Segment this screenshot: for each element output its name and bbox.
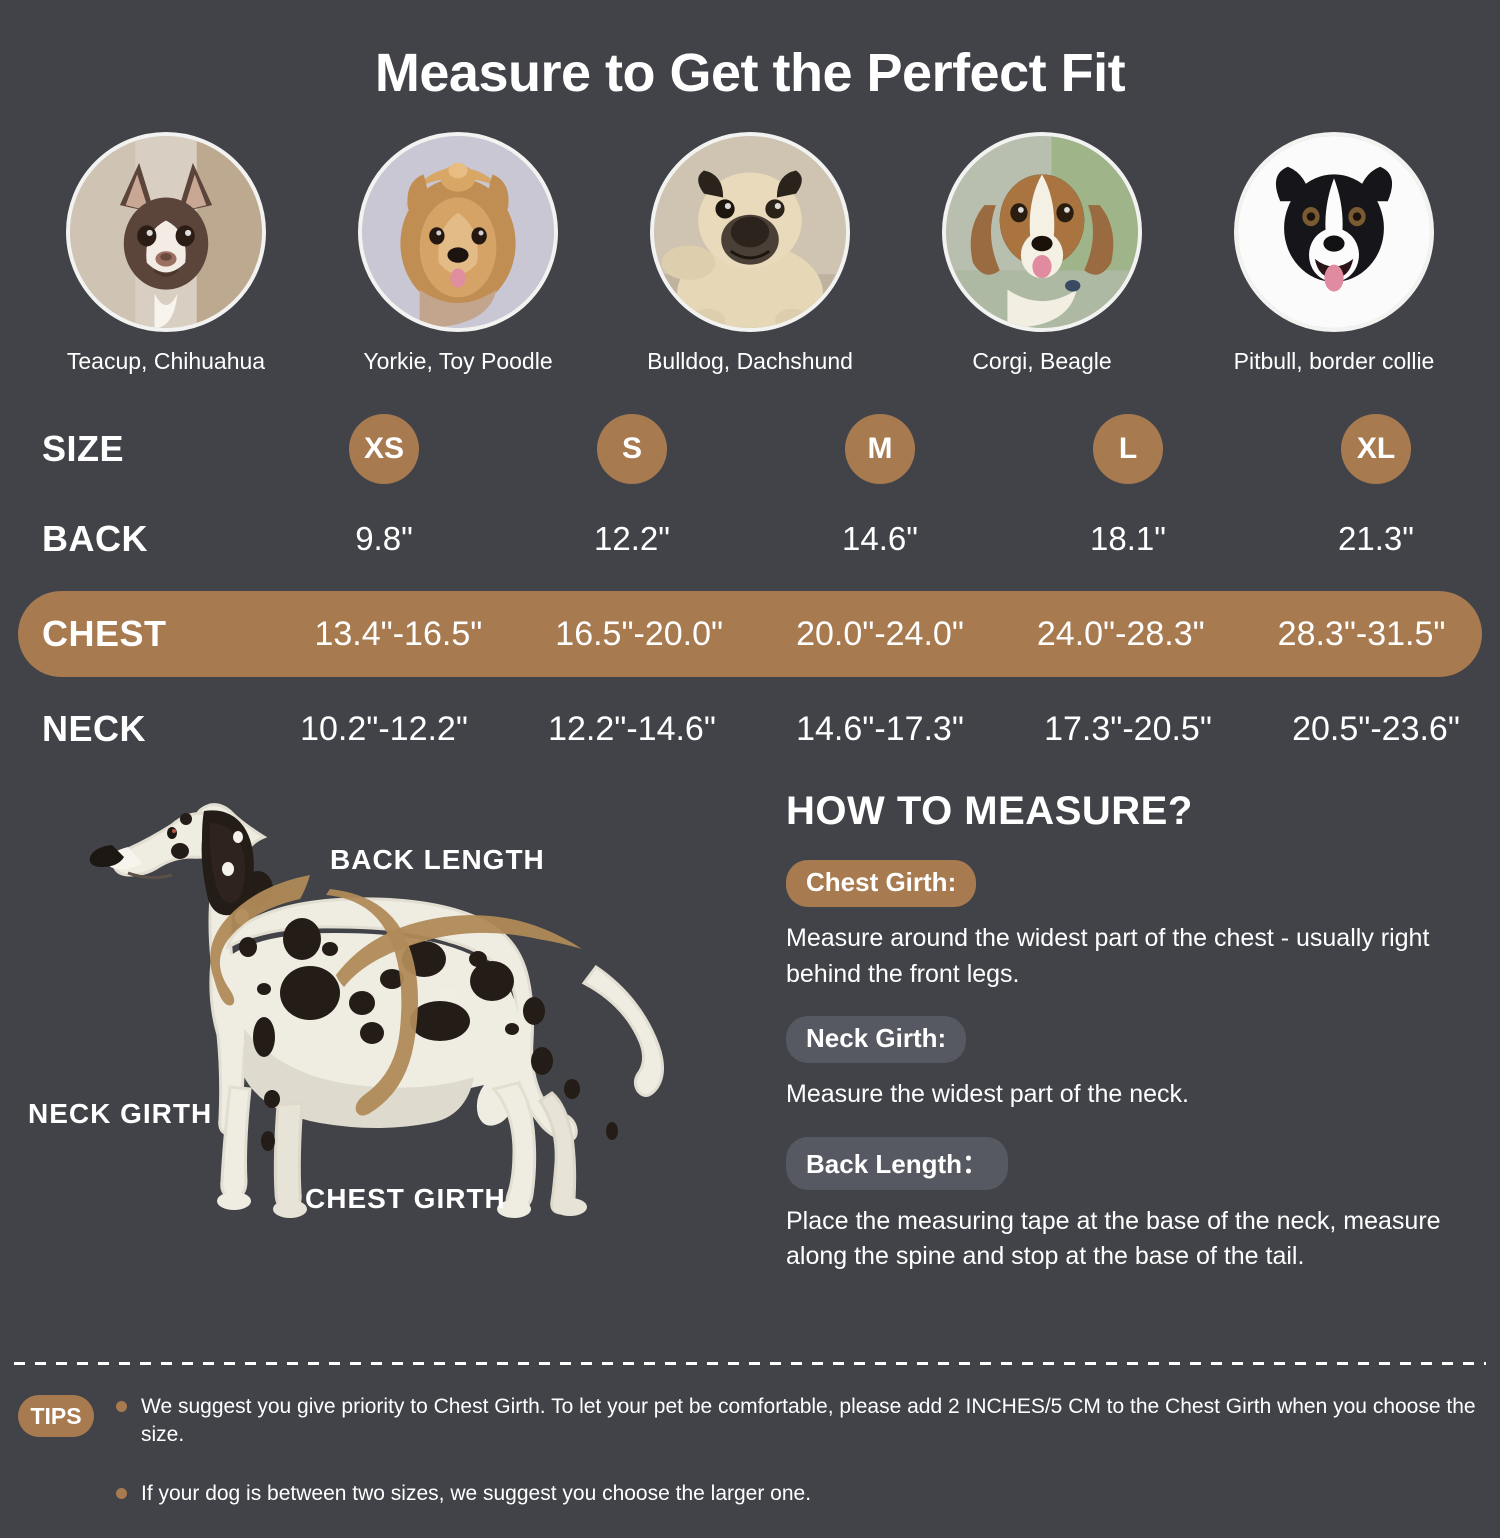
back-value: 9.8": [355, 520, 413, 557]
tips-list: We suggest you give priority to Chest Gi…: [94, 1393, 1482, 1538]
size-badge-xl: XL: [1341, 414, 1411, 484]
size-badge-m: M: [845, 414, 915, 484]
breed-column: Pitbull, border collie: [1188, 132, 1480, 375]
border-collie-photo: [1234, 132, 1434, 332]
bullet-dot-icon: [116, 1487, 127, 1499]
chest-value: 24.0"-28.3": [1036, 614, 1205, 653]
size-badge-xs: XS: [349, 414, 419, 484]
dog-measurement-diagram: BACK LENGTH: [0, 789, 770, 1219]
breed-photo-row: Teacup, Chihuahua: [0, 132, 1500, 375]
yorkie-photo: [358, 132, 558, 332]
back-length-body: Place the measuring tape at the base of …: [786, 1206, 1441, 1271]
page-title: Measure to Get the Perfect Fit: [374, 43, 1126, 103]
row-label-chest: CHEST: [42, 613, 167, 654]
back-value: 21.3": [1338, 520, 1414, 557]
tip-item: If your dog is between two sizes, we sug…: [116, 1480, 1482, 1508]
tips-badge: TIPS: [18, 1395, 94, 1437]
row-label-neck: NECK: [42, 708, 147, 749]
neck-value: 10.2"-12.2": [300, 709, 468, 748]
size-cell: XL: [1252, 414, 1500, 484]
beagle-photo: [942, 132, 1142, 332]
table-row-back: BACK 9.8" 12.2" 14.6" 18.1" 21.3": [0, 497, 1500, 581]
size-cell: S: [508, 414, 756, 484]
neck-girth-pill: Neck Girth:: [786, 1016, 967, 1063]
neck-value: 17.3"-20.5": [1044, 709, 1212, 748]
size-cell: XS: [260, 414, 508, 484]
breed-column: Corgi, Beagle: [896, 132, 1188, 375]
chest-girth-body: Measure around the widest part of the ch…: [786, 924, 1430, 988]
size-cell: L: [1004, 414, 1252, 484]
chest-girth-pill: Chest Girth:: [786, 860, 977, 907]
dashed-divider: [14, 1362, 1486, 1365]
neck-value: 14.6"-17.3": [796, 709, 964, 748]
row-label-back: BACK: [42, 518, 148, 559]
back-value: 18.1": [1090, 520, 1166, 557]
size-chart-table: SIZE XS S M L XL BACK 9.8" 12.2" 14.6" 1…: [0, 401, 1500, 771]
howto-block-neck: Neck Girth: Measure the widest part of t…: [786, 1016, 1460, 1113]
chest-value: 13.4"-16.5": [314, 614, 483, 653]
how-to-measure-title: HOW TO MEASURE?: [786, 789, 1193, 833]
size-badge-l: L: [1093, 414, 1163, 484]
how-to-measure-panel: HOW TO MEASURE? Chest Girth: Measure aro…: [770, 789, 1500, 1299]
neck-value: 20.5"-23.6": [1292, 709, 1460, 748]
neck-girth-body: Measure the widest part of the neck.: [786, 1080, 1189, 1108]
back-value: 12.2": [594, 520, 670, 557]
chihuahua-photo: [66, 132, 266, 332]
breed-column: Teacup, Chihuahua: [20, 132, 312, 375]
breed-label: Yorkie, Toy Poodle: [363, 348, 553, 374]
chest-girth-label: CHEST GIRTH: [305, 1183, 506, 1214]
lower-section: BACK LENGTH HOW TO MEASURE? Chest Girth:…: [0, 789, 1500, 1299]
breed-column: Yorkie, Toy Poodle: [312, 132, 604, 375]
chest-value: 20.0"-24.0": [796, 614, 964, 653]
breed-label: Corgi, Beagle: [972, 348, 1112, 374]
tip-text: If your dog is between two sizes, we sug…: [141, 1481, 812, 1505]
tip-item: We suggest you give priority to Chest Gi…: [116, 1393, 1482, 1450]
tip-text: We suggest you give priority to Chest Gi…: [141, 1395, 1476, 1447]
table-row-size: SIZE XS S M L XL: [0, 401, 1500, 497]
breed-label: Teacup, Chihuahua: [66, 348, 266, 374]
pug-photo: [650, 132, 850, 332]
table-row-neck: NECK 10.2"-12.2" 12.2"-14.6" 14.6"-17.3"…: [0, 687, 1500, 771]
breed-label: Bulldog, Dachshund: [647, 348, 853, 374]
back-value: 14.6": [842, 520, 918, 557]
size-cell: M: [756, 414, 1004, 484]
tips-section: TIPS We suggest you give priority to Che…: [0, 1393, 1500, 1538]
row-label-size: SIZE: [42, 428, 125, 469]
howto-block-chest: Chest Girth: Measure around the widest p…: [786, 860, 1460, 992]
dalmatian-illustration: [89, 803, 664, 1218]
neck-girth-label: NECK GIRTH: [28, 1098, 213, 1129]
bullet-dot-icon: [116, 1401, 127, 1412]
back-length-label: BACK LENGTH: [330, 844, 545, 875]
breed-column: Bulldog, Dachshund: [604, 132, 896, 375]
chest-value: 28.3"-31.5": [1277, 614, 1446, 653]
size-badge-s: S: [597, 414, 667, 484]
neck-value: 12.2"-14.6": [548, 709, 716, 748]
table-row-chest: CHEST 13.4"-16.5" 16.5"-20.0" 20.0"-24.0…: [18, 591, 1482, 677]
howto-block-back: Back Length： Place the measuring tape at…: [786, 1136, 1460, 1275]
back-length-pill: Back Length：: [786, 1136, 1009, 1190]
breed-label: Pitbull, border collie: [1233, 348, 1435, 374]
chest-value: 16.5"-20.0": [555, 614, 724, 653]
